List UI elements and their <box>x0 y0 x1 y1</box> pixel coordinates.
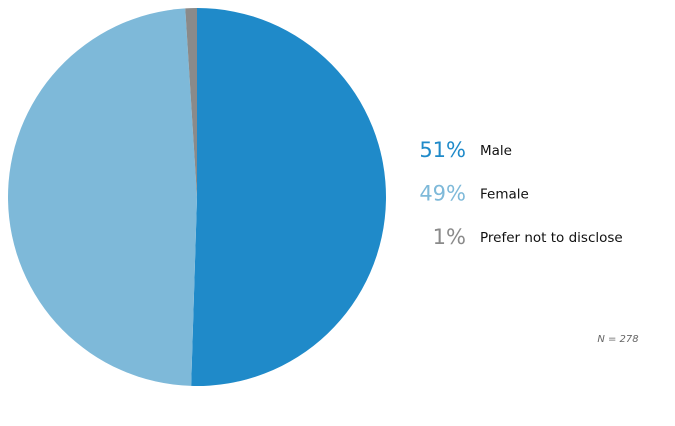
pie-slice <box>185 8 197 197</box>
legend-value: 51% <box>419 138 466 162</box>
pie-slice <box>8 8 198 386</box>
legend-value: 1% <box>433 225 466 249</box>
legend-label: Male <box>480 143 512 159</box>
legend-label: Prefer not to disclose <box>480 230 623 246</box>
annotation: N = 278 <box>597 334 638 345</box>
legend-value: 49% <box>419 182 466 206</box>
legend-label: Female <box>480 187 529 203</box>
pie-slice <box>191 8 387 386</box>
